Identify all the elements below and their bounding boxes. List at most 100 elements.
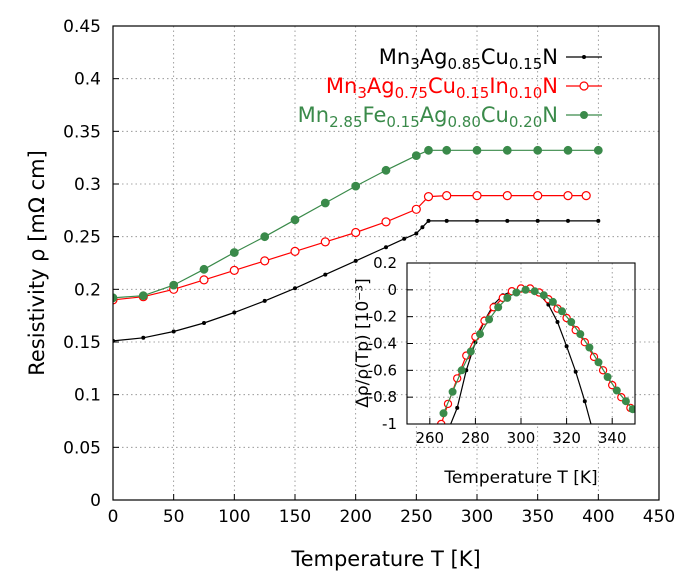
inset-x-tick-label: 300 bbox=[507, 429, 536, 447]
main-series-2-point bbox=[229, 248, 239, 257]
main-series-0-line bbox=[113, 220, 599, 342]
legend: Mn3​Ag0.85​Cu0.15​NMn3​Ag0.75​Cu0.15​In0… bbox=[298, 45, 602, 131]
main-x-tick-label: 450 bbox=[643, 507, 675, 527]
main-series-2-point bbox=[472, 145, 482, 155]
inset-series-2-point bbox=[521, 285, 530, 294]
main-series-1-point bbox=[442, 191, 452, 201]
inset-x-tick-label: 260 bbox=[415, 429, 444, 447]
inset-series-2-point bbox=[585, 343, 594, 352]
main-y-tick-label: 0.15 bbox=[63, 333, 101, 353]
inset-y-tick-label: -0.4 bbox=[368, 335, 397, 353]
main-x-tick-label: 50 bbox=[163, 507, 185, 527]
main-x-tick-label: 200 bbox=[339, 507, 371, 527]
main-y-tick-label: 0.45 bbox=[63, 17, 101, 37]
main-x-tick-label: 350 bbox=[521, 507, 553, 527]
main-y-tick-label: 0.05 bbox=[63, 438, 101, 458]
main-series-1-point bbox=[423, 192, 434, 202]
main-series-0-point bbox=[414, 231, 419, 236]
inset-x-axis-title: Temperature T [K] bbox=[443, 468, 597, 488]
inset-series-0-point bbox=[590, 425, 594, 429]
legend-swatch-marker-1 bbox=[579, 81, 589, 91]
main-series-1-point bbox=[199, 275, 209, 285]
y-axis-title: Resistivity ρ [mΩ cm] bbox=[25, 150, 49, 376]
inset-series-2-point bbox=[558, 307, 567, 316]
main-series-0-point bbox=[402, 236, 407, 241]
legend-label-1: Mn3​Ag0.75​Cu0.15​In0.10​N bbox=[326, 74, 558, 102]
inset-series-2-point bbox=[576, 330, 585, 339]
main-series-1-point bbox=[502, 191, 512, 201]
main-series-2-point bbox=[138, 291, 148, 301]
main-series-0-point bbox=[293, 286, 297, 291]
main-x-tick-label: 150 bbox=[279, 507, 311, 527]
main-series-0-point bbox=[171, 329, 176, 334]
inset-y-tick-label: -0.8 bbox=[368, 388, 397, 406]
inset-y-tick-label: -0.6 bbox=[368, 361, 397, 379]
inset-series-2-point bbox=[621, 397, 630, 406]
main-series-0-point bbox=[566, 218, 570, 223]
legend-label-2: Mn2.85​Fe0.15​Ag0.80​Cu0.20​N bbox=[298, 103, 558, 131]
inset-series-0-point bbox=[446, 429, 450, 433]
inset-series-0-point bbox=[573, 369, 578, 374]
inset-y-tick-label: -0.2 bbox=[368, 308, 397, 326]
main-series-2-point bbox=[563, 145, 573, 155]
main-series-2-point bbox=[424, 145, 433, 155]
main-series-1-point bbox=[320, 237, 330, 247]
main-series-1-point bbox=[411, 204, 421, 214]
inset-series-0-point bbox=[582, 399, 587, 404]
inset-series-2-point bbox=[539, 291, 548, 300]
main-series-2-point bbox=[260, 232, 270, 242]
main-series-0-point bbox=[262, 298, 267, 303]
main-ticks: 0 50 100 150 200 250 300 350 400 450 0 0.05 0.1 0.15 0… bbox=[63, 17, 675, 527]
main-series-0-point bbox=[420, 225, 425, 230]
main-series-2-point bbox=[381, 165, 391, 175]
main-series-0-point bbox=[202, 321, 206, 325]
main-y-tick-label: 0.25 bbox=[63, 228, 101, 248]
main-series-0-point bbox=[426, 218, 431, 223]
inset-series-2-point bbox=[512, 288, 521, 297]
main-x-tick-label: 400 bbox=[582, 507, 614, 527]
inset-series-2-point bbox=[628, 405, 635, 414]
main-y-tick-label: 0 bbox=[90, 491, 101, 511]
inset-y-tick-label: 0 bbox=[387, 281, 397, 299]
legend-swatch-marker-2 bbox=[580, 111, 588, 119]
inset-series-2-line bbox=[442, 289, 634, 414]
inset-series bbox=[437, 284, 635, 433]
main-series-2-point bbox=[533, 145, 543, 155]
main-series-2-point bbox=[169, 280, 179, 290]
main-y-tick-label: 0.2 bbox=[74, 280, 101, 300]
inset-ticks: 260 280 300 320 340 0.2 0 -0.2 -0.4 -0.6 -0.8 -1 bbox=[368, 254, 627, 447]
main-series-2-point bbox=[411, 151, 421, 161]
main-series-1-line bbox=[113, 195, 587, 301]
main-series-0-point bbox=[505, 218, 510, 223]
inset-y-axis-title: Δρ/ρ(Tp) [10⁻³] bbox=[353, 278, 373, 407]
main-x-tick-label: 300 bbox=[461, 507, 493, 527]
main-series-1-point bbox=[563, 191, 573, 201]
main-x-tick-label: 0 bbox=[108, 507, 119, 527]
main-y-tick-label: 0.3 bbox=[74, 175, 101, 195]
inset-series-2-point bbox=[548, 297, 557, 306]
legend-swatch-marker-0 bbox=[582, 55, 586, 59]
main-series-1-point bbox=[351, 227, 361, 238]
main-y-tick-label: 0.1 bbox=[74, 386, 101, 406]
x-axis-title: Temperature T [K] bbox=[290, 547, 480, 571]
main-series-2-point bbox=[199, 264, 209, 274]
inset-series-2-point bbox=[457, 366, 466, 375]
main-series-2-line bbox=[113, 149, 599, 299]
inset-y-tick-label: -1 bbox=[382, 415, 397, 433]
inset-series-0-point bbox=[564, 344, 569, 349]
inset-series-2-point bbox=[567, 317, 576, 326]
main-series-1-point bbox=[290, 246, 300, 256]
inset-x-tick-label: 320 bbox=[552, 429, 581, 447]
main-series-0-point bbox=[535, 218, 540, 223]
main-series-1-point bbox=[533, 191, 543, 201]
main-y-tick-label: 0.35 bbox=[63, 122, 101, 142]
main-series-0-point bbox=[444, 218, 449, 223]
main-series-0-point bbox=[323, 272, 328, 277]
main-plot-frame bbox=[112, 25, 660, 501]
main-series-2-point bbox=[351, 181, 361, 191]
inset-series-2-point bbox=[612, 386, 621, 395]
main-series-1-point bbox=[260, 256, 270, 266]
main-series-1-point bbox=[472, 191, 482, 201]
inset-x-tick-label: 280 bbox=[461, 429, 490, 447]
main-series-0-point bbox=[232, 310, 237, 315]
